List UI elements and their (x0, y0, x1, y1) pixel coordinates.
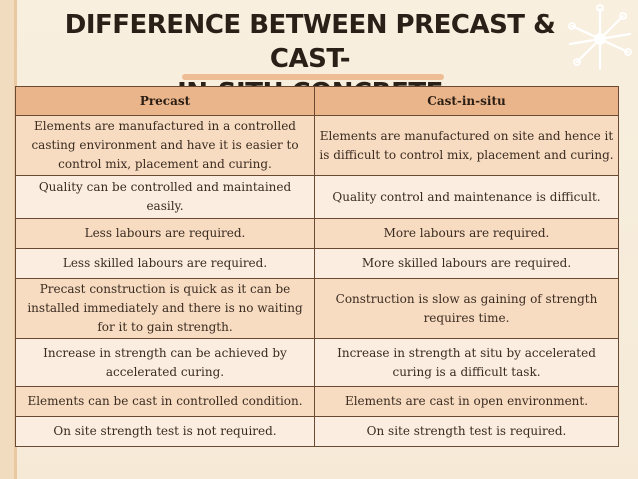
cast-in-situ-cell: More labours are required. (314, 218, 619, 249)
starburst-icon (568, 4, 632, 71)
title-highlight (182, 74, 444, 80)
precast-cell: Increase in strength can be achieved by … (15, 338, 315, 387)
title-line-1: DIFFERENCE BETWEEN PRECAST & CAST- (64, 10, 556, 74)
precast-cell: Less skilled labours are required. (15, 248, 315, 279)
table-row: Elements can be cast in controlled condi… (15, 386, 619, 417)
cast-in-situ-cell: On site strength test is required. (314, 416, 619, 447)
comparison-table: Precast Cast-in-situ Elements are manufa… (15, 86, 619, 447)
table-row: Elements are manufactured in a controlle… (15, 115, 619, 176)
cast-in-situ-cell: More skilled labours are required. (314, 248, 619, 279)
cast-in-situ-cell: Quality control and maintenance is diffi… (314, 175, 619, 219)
precast-cell: Less labours are required. (15, 218, 315, 249)
header-precast: Precast (15, 86, 315, 116)
table-row: Precast construction is quick as it can … (15, 278, 619, 339)
cast-in-situ-cell: Elements are manufactured on site and he… (314, 115, 619, 176)
table-row: Quality can be controlled and maintained… (15, 175, 619, 219)
left-decorative-stripe (0, 0, 14, 479)
table-row: On site strength test is not required. O… (15, 416, 619, 447)
precast-cell: Precast construction is quick as it can … (15, 278, 315, 339)
title-area: DIFFERENCE BETWEEN PRECAST & CAST- IN-SI… (0, 0, 638, 108)
precast-cell: Elements can be cast in controlled condi… (15, 386, 315, 417)
header-cast-in-situ: Cast-in-situ (314, 86, 619, 116)
table-row: Less skilled labours are required. More … (15, 248, 619, 279)
table-row: Increase in strength can be achieved by … (15, 338, 619, 387)
cast-in-situ-cell: Increase in strength at situ by accelera… (314, 338, 619, 387)
precast-cell: Quality can be controlled and maintained… (15, 175, 315, 219)
table-row: Less labours are required. More labours … (15, 218, 619, 249)
table-header-row: Precast Cast-in-situ (15, 86, 619, 116)
precast-cell: On site strength test is not required. (15, 416, 315, 447)
precast-cell: Elements are manufactured in a controlle… (15, 115, 315, 176)
cast-in-situ-cell: Elements are cast in open environment. (314, 386, 619, 417)
cast-in-situ-cell: Construction is slow as gaining of stren… (314, 278, 619, 339)
